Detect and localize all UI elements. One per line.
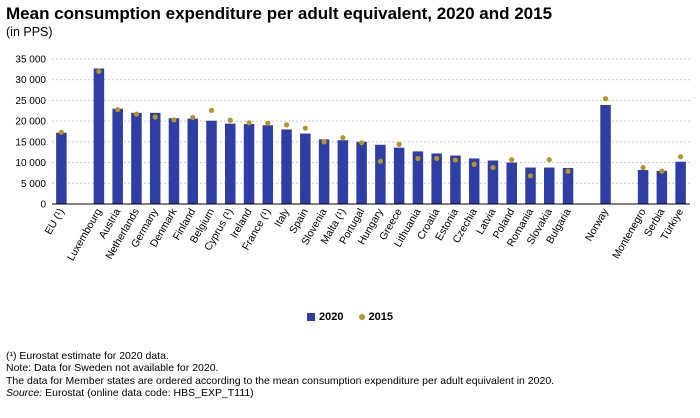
dot-2015 xyxy=(359,140,365,146)
chart-area: 0 5 000 10 000 15 000 20 000 25 000 30 000 35 0… xyxy=(15,55,690,263)
y-axis-ticks: 0 5 000 10 000 15 000 20 000 25 000 30 000 35 0… xyxy=(15,55,46,211)
bar-2020 xyxy=(375,144,386,204)
x-axis-labels: EU (¹)LuxembourgAustriaNetherlandsGerman… xyxy=(43,206,687,263)
bar-2020 xyxy=(562,167,574,204)
bar-2020 xyxy=(131,112,142,204)
dot-2015 xyxy=(602,96,609,102)
dot-2015 xyxy=(546,157,552,163)
dot-2015 xyxy=(659,168,665,174)
bar-2020 xyxy=(300,133,311,204)
y-tick-label: 20 000 xyxy=(15,117,46,128)
source-line: Source: Eurostat (online data code: HBS_… xyxy=(6,387,696,399)
dot-2015 xyxy=(396,141,402,147)
y-tick-label: 0 xyxy=(40,200,46,211)
bar-2020 xyxy=(56,132,67,204)
legend-swatch-bar xyxy=(306,313,315,321)
dot-2015 xyxy=(565,168,571,174)
bars-2020 xyxy=(56,68,686,205)
legend-item-2020: 2020 xyxy=(306,311,344,323)
dot-2015 xyxy=(377,158,383,164)
bar-2020 xyxy=(187,118,198,204)
bar-2020 xyxy=(243,124,255,204)
dot-2015 xyxy=(208,107,215,113)
bar-2020 xyxy=(412,151,424,204)
dot-2015 xyxy=(527,173,534,179)
note-sweden: Note: Data for Sweden not available for … xyxy=(6,362,219,375)
gridlines xyxy=(52,58,690,184)
bar-2020 xyxy=(450,155,461,204)
bar-2020 xyxy=(525,167,536,204)
chart-subtitle: (in PPS) xyxy=(6,25,53,39)
dot-2015 xyxy=(340,135,346,141)
dot-2015 xyxy=(246,120,252,126)
dot-2015 xyxy=(321,139,327,145)
note-ordering: The data for Member states are ordered a… xyxy=(6,374,555,387)
bar-2020 xyxy=(112,108,123,204)
bar-2020 xyxy=(93,68,105,205)
dot-2015 xyxy=(227,117,233,123)
bar-2020 xyxy=(393,147,405,204)
dot-2015 xyxy=(509,157,515,163)
bar-2020 xyxy=(431,153,442,204)
bar-2020 xyxy=(168,118,180,204)
chart-notes: (¹) Eurostat estimate for 2020 data. Not… xyxy=(6,350,696,400)
dot-2015 xyxy=(96,68,102,75)
dot-2015 xyxy=(490,164,496,171)
dot-2015 xyxy=(133,111,140,117)
y-tick-label: 30 000 xyxy=(15,75,46,86)
chart-title: Mean consumption expenditure per adult e… xyxy=(6,4,553,23)
dot-2015 xyxy=(434,155,440,162)
bar-2020 xyxy=(675,161,686,204)
bar-2020 xyxy=(487,160,499,204)
y-tick-label: 35 000 xyxy=(15,55,46,66)
bar-2020 xyxy=(600,104,611,204)
source-text: Eurostat (online data code: HBS_EXP_T111… xyxy=(45,387,254,400)
source-label: Source: xyxy=(6,387,43,400)
legend-swatch-dot xyxy=(358,314,365,320)
y-tick-label: 5 000 xyxy=(21,179,46,190)
y-tick-label: 25 000 xyxy=(15,96,46,107)
dot-2015 xyxy=(452,157,459,163)
dot-2015 xyxy=(190,114,196,121)
dot-2015 xyxy=(302,125,308,131)
legend-item-2015: 2015 xyxy=(358,311,394,323)
bar-2020 xyxy=(637,170,649,204)
dot-2015 xyxy=(678,154,684,160)
dot-2015 xyxy=(152,114,158,120)
legend: 2020 2015 xyxy=(0,311,700,323)
bar-2020 xyxy=(544,167,555,204)
dot-2015 xyxy=(58,129,64,135)
x-tick-label: Norway xyxy=(583,206,612,243)
bar-2020 xyxy=(318,139,330,204)
bar-2020 xyxy=(225,123,236,204)
dot-2015 xyxy=(283,122,290,128)
bar-2020 xyxy=(281,129,292,204)
bar-2020 xyxy=(262,125,274,204)
dot-2015 xyxy=(265,120,271,126)
y-tick-label: 10 000 xyxy=(15,158,46,169)
dot-2015 xyxy=(115,106,121,113)
bar-2020 xyxy=(206,120,217,204)
dots-2015 xyxy=(58,68,684,179)
footnote: (¹) Eurostat estimate for 2020 data. xyxy=(6,350,169,362)
legend-label-2015: 2015 xyxy=(368,311,394,323)
bar-2020 xyxy=(356,141,367,204)
x-tick-label: EU (¹) xyxy=(43,207,67,237)
bar-2020 xyxy=(468,158,480,204)
legend-label-2020: 2020 xyxy=(318,311,344,323)
dot-2015 xyxy=(471,161,477,167)
dot-2015 xyxy=(171,117,177,123)
bar-2020 xyxy=(149,112,161,204)
bar-2020 xyxy=(656,170,668,204)
bar-2020 xyxy=(506,162,517,204)
bar-2020 xyxy=(337,140,349,204)
dot-2015 xyxy=(640,164,646,171)
dot-2015 xyxy=(415,155,421,162)
y-tick-label: 15 000 xyxy=(15,137,46,148)
